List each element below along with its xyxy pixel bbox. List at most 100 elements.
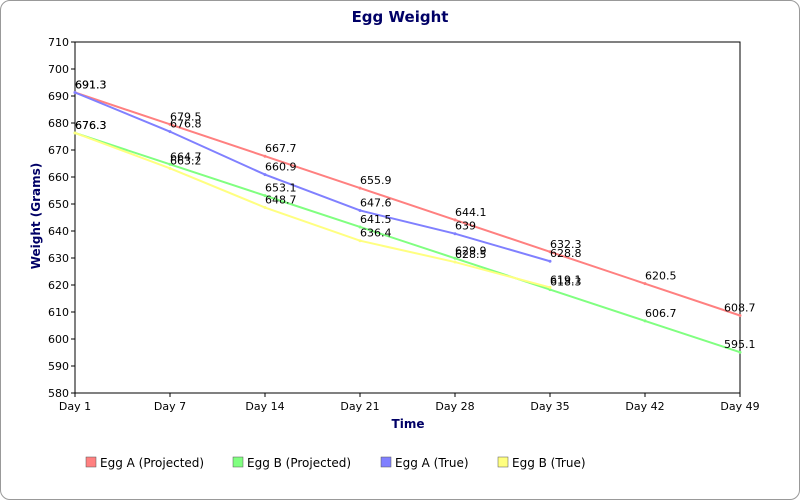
data-label: 620.5 bbox=[645, 270, 677, 283]
data-label: 691.3 bbox=[75, 78, 107, 91]
data-point bbox=[453, 256, 457, 260]
data-point bbox=[263, 206, 267, 210]
legend-swatch bbox=[232, 456, 244, 468]
data-point bbox=[168, 166, 172, 170]
data-point bbox=[358, 186, 362, 190]
y-tick-label: 650 bbox=[48, 198, 69, 211]
y-tick-label: 590 bbox=[48, 360, 69, 373]
data-point bbox=[358, 208, 362, 212]
data-label: 606.7 bbox=[645, 307, 677, 320]
legend-label: Egg A (True) bbox=[395, 456, 469, 470]
data-point bbox=[738, 350, 742, 354]
data-point bbox=[168, 130, 172, 134]
series-lines bbox=[73, 90, 742, 354]
chart-title: Egg Weight bbox=[352, 8, 449, 26]
series-line-1 bbox=[74, 132, 741, 354]
y-tick-label: 600 bbox=[48, 333, 69, 346]
data-point bbox=[643, 319, 647, 323]
y-tick-label: 610 bbox=[48, 306, 69, 319]
data-point bbox=[453, 218, 457, 222]
x-tick-label: Day 28 bbox=[435, 400, 474, 413]
data-point bbox=[73, 131, 77, 135]
legend-label: Egg B (True) bbox=[512, 456, 586, 470]
data-point bbox=[738, 314, 742, 318]
series-line-2 bbox=[74, 91, 551, 263]
data-label: 608.7 bbox=[724, 302, 756, 315]
data-point bbox=[263, 194, 267, 198]
data-point bbox=[263, 173, 267, 177]
legend-swatch bbox=[85, 456, 97, 468]
data-label: 676.3 bbox=[75, 119, 107, 132]
legend-item: Egg B (True) bbox=[497, 456, 586, 470]
legend-item: Egg A (Projected) bbox=[85, 456, 204, 470]
data-point bbox=[73, 90, 77, 94]
legend-label: Egg A (Projected) bbox=[100, 456, 204, 470]
y-tick-label: 630 bbox=[48, 252, 69, 265]
data-label: 679.5 bbox=[170, 110, 202, 123]
data-point bbox=[643, 282, 647, 286]
data-label: 648.7 bbox=[265, 194, 297, 207]
legend-swatch bbox=[497, 456, 509, 468]
legend-item: Egg A (True) bbox=[380, 456, 469, 470]
data-point bbox=[168, 162, 172, 166]
y-tick-label: 690 bbox=[48, 90, 69, 103]
data-label: 628.5 bbox=[455, 248, 487, 261]
data-label: 629.9 bbox=[455, 244, 487, 257]
data-label: 632.3 bbox=[550, 238, 582, 251]
data-label: 647.6 bbox=[360, 196, 392, 209]
data-label: 595.1 bbox=[724, 338, 756, 351]
plot-area bbox=[74, 41, 741, 394]
y-tick-label: 580 bbox=[48, 387, 69, 400]
data-point bbox=[358, 239, 362, 243]
data-labels: 691.3 679.5 667.7 655.9 644.1 632.3 620.5 608.7… bbox=[75, 78, 756, 351]
data-label: 644.1 bbox=[455, 206, 487, 219]
data-label: 641.5 bbox=[360, 213, 392, 226]
series-line-3 bbox=[74, 132, 551, 289]
data-label: 667.7 bbox=[265, 142, 297, 155]
legend-label: Egg B (Projected) bbox=[247, 456, 351, 470]
data-label: 676.3 bbox=[75, 119, 107, 132]
data-label: 639 bbox=[455, 220, 476, 233]
data-label: 664.7 bbox=[170, 150, 202, 163]
y-axis-label: Weight (Grams) bbox=[29, 163, 43, 270]
data-label: 619.1 bbox=[550, 273, 582, 286]
data-point bbox=[548, 259, 552, 263]
data-point bbox=[548, 250, 552, 254]
axes: 580 590 600 610 620 630 640 650 660 670 680 690 700 7… bbox=[48, 36, 760, 413]
x-tick-label: Day 49 bbox=[720, 400, 759, 413]
y-tick-label: 700 bbox=[48, 63, 69, 76]
y-tick-label: 670 bbox=[48, 144, 69, 157]
y-tick-label: 710 bbox=[48, 36, 69, 49]
y-tick-label: 640 bbox=[48, 225, 69, 238]
data-point bbox=[548, 288, 552, 292]
data-label: 660.9 bbox=[265, 161, 297, 174]
data-label: 663.2 bbox=[170, 154, 202, 167]
x-tick-label: Day 1 bbox=[59, 400, 91, 413]
data-point bbox=[548, 285, 552, 289]
legend: Egg A (Projected) Egg B (Projected) Egg A … bbox=[85, 456, 586, 470]
x-tick-label: Day 7 bbox=[154, 400, 186, 413]
data-label: 691.3 bbox=[75, 78, 107, 91]
data-label: 676.8 bbox=[170, 118, 202, 131]
series-line-0 bbox=[74, 91, 741, 317]
data-point bbox=[453, 260, 457, 264]
x-tick-label: Day 42 bbox=[625, 400, 664, 413]
x-axis-label: Time bbox=[392, 417, 425, 431]
legend-item: Egg B (Projected) bbox=[232, 456, 351, 470]
data-point bbox=[453, 232, 457, 236]
data-label: 628.8 bbox=[550, 247, 582, 260]
y-tick-label: 660 bbox=[48, 171, 69, 184]
x-tick-label: Day 35 bbox=[530, 400, 569, 413]
data-label: 653.1 bbox=[265, 182, 297, 195]
x-tick-label: Day 14 bbox=[245, 400, 284, 413]
y-tick-label: 620 bbox=[48, 279, 69, 292]
y-tick-label: 680 bbox=[48, 117, 69, 130]
legend-swatch bbox=[380, 456, 392, 468]
data-label: 618.3 bbox=[550, 276, 582, 289]
data-label: 636.4 bbox=[360, 227, 392, 240]
data-point bbox=[358, 225, 362, 229]
x-tick-label: Day 21 bbox=[340, 400, 379, 413]
data-point bbox=[263, 154, 267, 158]
data-label: 655.9 bbox=[360, 174, 392, 187]
